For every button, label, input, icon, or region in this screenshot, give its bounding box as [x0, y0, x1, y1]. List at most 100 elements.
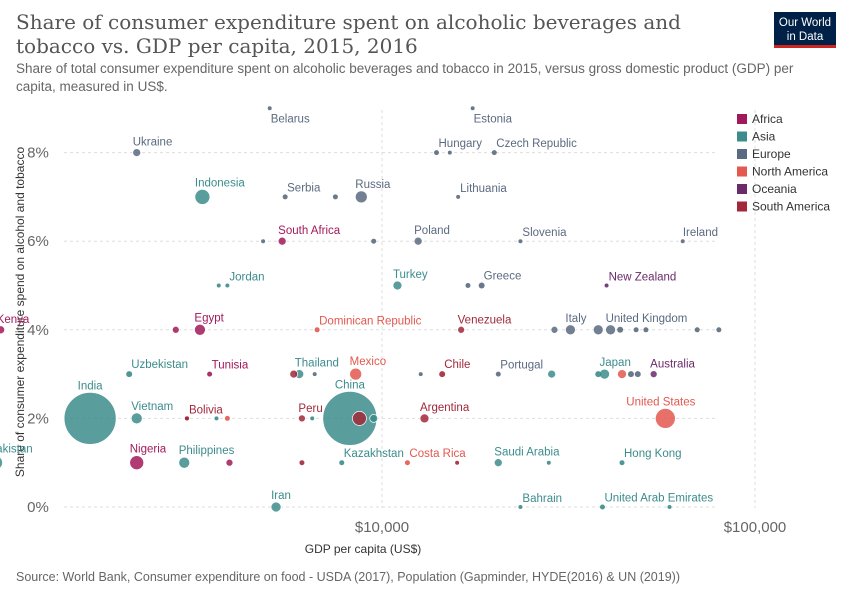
data-point[interactable]: [126, 371, 133, 378]
data-point[interactable]: [369, 414, 379, 423]
legend-label[interactable]: South America: [752, 200, 830, 214]
data-point[interactable]: [322, 391, 378, 446]
legend-swatch[interactable]: [737, 201, 747, 212]
legend-swatch[interactable]: [737, 114, 747, 124]
data-point[interactable]: [470, 106, 475, 111]
data-point[interactable]: [352, 411, 367, 426]
data-point[interactable]: [0, 456, 3, 470]
data-point[interactable]: [371, 238, 377, 244]
legend-swatch[interactable]: [737, 131, 747, 142]
legend-swatch[interactable]: [737, 166, 747, 177]
data-point[interactable]: [310, 416, 315, 421]
data-point[interactable]: [314, 327, 320, 333]
data-point[interactable]: [299, 460, 305, 466]
data-point[interactable]: [216, 283, 221, 288]
data-point[interactable]: [619, 460, 625, 466]
data-point[interactable]: [130, 412, 143, 425]
data-point[interactable]: [63, 392, 117, 445]
data-point[interactable]: [465, 283, 471, 288]
data-point[interactable]: [404, 460, 410, 466]
data-point[interactable]: [694, 327, 700, 333]
data-point[interactable]: [518, 239, 523, 244]
data-point[interactable]: [716, 327, 722, 333]
data-point[interactable]: [129, 455, 145, 471]
data-point[interactable]: [214, 416, 219, 421]
axes: 0% 2% 4% 6% 8% $10,000 $100,000 GDP per capita …: [13, 145, 786, 556]
data-point[interactable]: [418, 372, 423, 377]
data-point[interactable]: [392, 280, 403, 291]
legend-label[interactable]: Asia: [752, 130, 776, 144]
data-point[interactable]: [413, 236, 423, 246]
data-point[interactable]: [207, 371, 213, 377]
data-point[interactable]: [649, 370, 658, 378]
data-point[interactable]: [643, 327, 649, 333]
point-label: Kazakhstan: [344, 448, 404, 460]
data-point[interactable]: [178, 456, 191, 469]
data-point[interactable]: [447, 150, 452, 155]
data-point[interactable]: [0, 325, 6, 335]
data-point[interactable]: [419, 413, 430, 424]
point-label: Belarus: [271, 113, 310, 125]
logo-line-2: in Data: [786, 31, 824, 43]
data-point[interactable]: [455, 460, 460, 465]
data-point[interactable]: [605, 324, 616, 336]
legend: Africa Asia Europe North America Oceania Sout…: [737, 112, 830, 214]
point-label: Mexico: [350, 356, 386, 368]
data-point[interactable]: [434, 150, 440, 156]
data-point[interactable]: [267, 106, 272, 111]
legend-swatch[interactable]: [737, 184, 747, 194]
data-point[interactable]: [282, 194, 288, 200]
data-point[interactable]: [495, 371, 501, 377]
data-point[interactable]: [565, 324, 576, 336]
data-point[interactable]: [349, 367, 363, 381]
data-point[interactable]: [599, 504, 605, 510]
data-point[interactable]: [354, 190, 368, 204]
data-point[interactable]: [550, 325, 559, 334]
data-point[interactable]: [194, 323, 206, 336]
legend-label[interactable]: Africa: [752, 112, 783, 126]
data-point[interactable]: [547, 369, 557, 379]
data-point[interactable]: [132, 148, 142, 157]
point-label: Czech Republic: [496, 138, 577, 150]
owid-logo[interactable]: Our World in Data: [774, 12, 836, 48]
data-point[interactable]: [667, 505, 672, 509]
point-label: New Zealand: [609, 272, 677, 284]
data-point[interactable]: [634, 371, 641, 378]
data-point[interactable]: [491, 150, 497, 156]
data-point[interactable]: [680, 239, 685, 244]
data-point[interactable]: [312, 372, 317, 377]
data-point[interactable]: [546, 460, 551, 465]
data-point[interactable]: [595, 371, 602, 378]
data-point[interactable]: [655, 408, 676, 429]
data-point[interactable]: [194, 189, 211, 205]
data-point[interactable]: [225, 458, 234, 467]
data-point[interactable]: [493, 458, 503, 468]
data-point[interactable]: [171, 325, 180, 334]
data-point[interactable]: [225, 283, 230, 288]
data-point[interactable]: [298, 414, 306, 423]
data-point[interactable]: [604, 283, 609, 288]
data-point[interactable]: [224, 415, 230, 421]
data-point[interactable]: [627, 371, 634, 378]
data-point[interactable]: [184, 416, 189, 421]
data-point[interactable]: [270, 501, 282, 513]
data-point[interactable]: [617, 369, 627, 379]
data-point[interactable]: [617, 326, 624, 333]
data-point[interactable]: [518, 505, 523, 509]
data-point[interactable]: [457, 325, 465, 334]
data-point[interactable]: [478, 282, 485, 289]
data-point[interactable]: [261, 239, 266, 244]
data-point[interactable]: [456, 194, 461, 199]
data-point[interactable]: [289, 369, 299, 379]
data-point[interactable]: [277, 236, 287, 246]
data-point[interactable]: [633, 327, 639, 333]
legend-label[interactable]: Europe: [752, 147, 791, 161]
data-point[interactable]: [439, 371, 446, 378]
legend-label[interactable]: Oceania: [752, 182, 797, 196]
data-point[interactable]: [592, 324, 604, 336]
legend-swatch[interactable]: [737, 149, 747, 159]
data-point[interactable]: [339, 460, 345, 466]
point-label: Pakistan: [0, 444, 33, 456]
legend-label[interactable]: North America: [752, 165, 828, 179]
data-point[interactable]: [332, 194, 338, 200]
